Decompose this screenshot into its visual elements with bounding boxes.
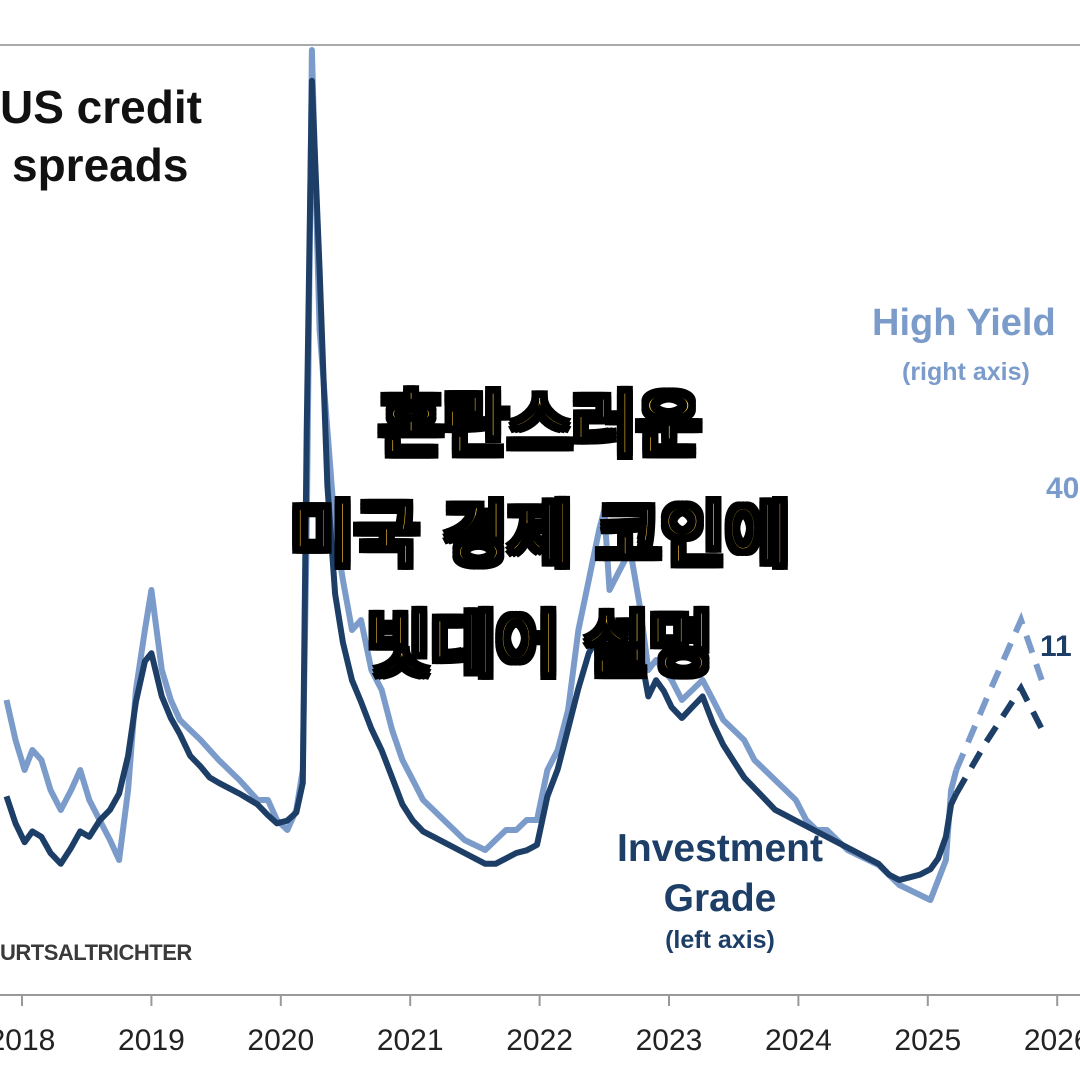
investment-grade-series-label: Investment Grade [560,824,880,924]
x-tick-label: 2024 [765,1024,832,1057]
investment-grade-projection-line [953,682,1045,796]
investment-grade-axis-note: (left axis) [665,926,775,954]
x-tick-label: 2025 [894,1024,961,1057]
source-watermark: URTSALTRICHTER [0,940,192,965]
x-axis-ticks: 2018 2019 2020 2021 2022 2023 2024 2025 2026 [0,995,1080,1057]
investment-grade-label-line-1: Investment [617,827,823,870]
overlay-line-2: 미국 경제 코인에 [289,493,792,578]
high-yield-end-value: 40 [1046,472,1080,505]
investment-grade-series-line [3,77,960,883]
chart-title: US credit spreads [0,78,240,194]
x-tick-label: 2020 [247,1024,314,1057]
x-tick-label: 2018 [0,1024,55,1057]
x-tick-label: 2022 [506,1024,573,1057]
high-yield-projection-line [953,611,1045,772]
overlay-line-1: 혼란스러운 [378,383,703,468]
x-tick-label: 2026 [1024,1024,1080,1057]
x-tick-label: 2023 [636,1024,703,1057]
series-lines [3,47,1045,903]
chart-title-line-1: US credit [0,81,202,133]
investment-grade-label-line-2: Grade [663,877,777,920]
x-tick-label: 2019 [118,1024,185,1057]
korean-overlay-caption: 혼란스러운 미국 경제 코인에 빗대어 설명 [0,370,1080,700]
investment-grade-end-value: 11 [1040,630,1072,663]
high-yield-series-label: High Yield [872,302,1056,344]
overlay-line-3: 빗대어 설명 [365,603,714,688]
chart-title-line-2: spreads [12,139,189,191]
x-tick-label: 2021 [377,1024,444,1057]
high-yield-series-line [3,47,960,903]
high-yield-axis-note: (right axis) [902,358,1030,386]
